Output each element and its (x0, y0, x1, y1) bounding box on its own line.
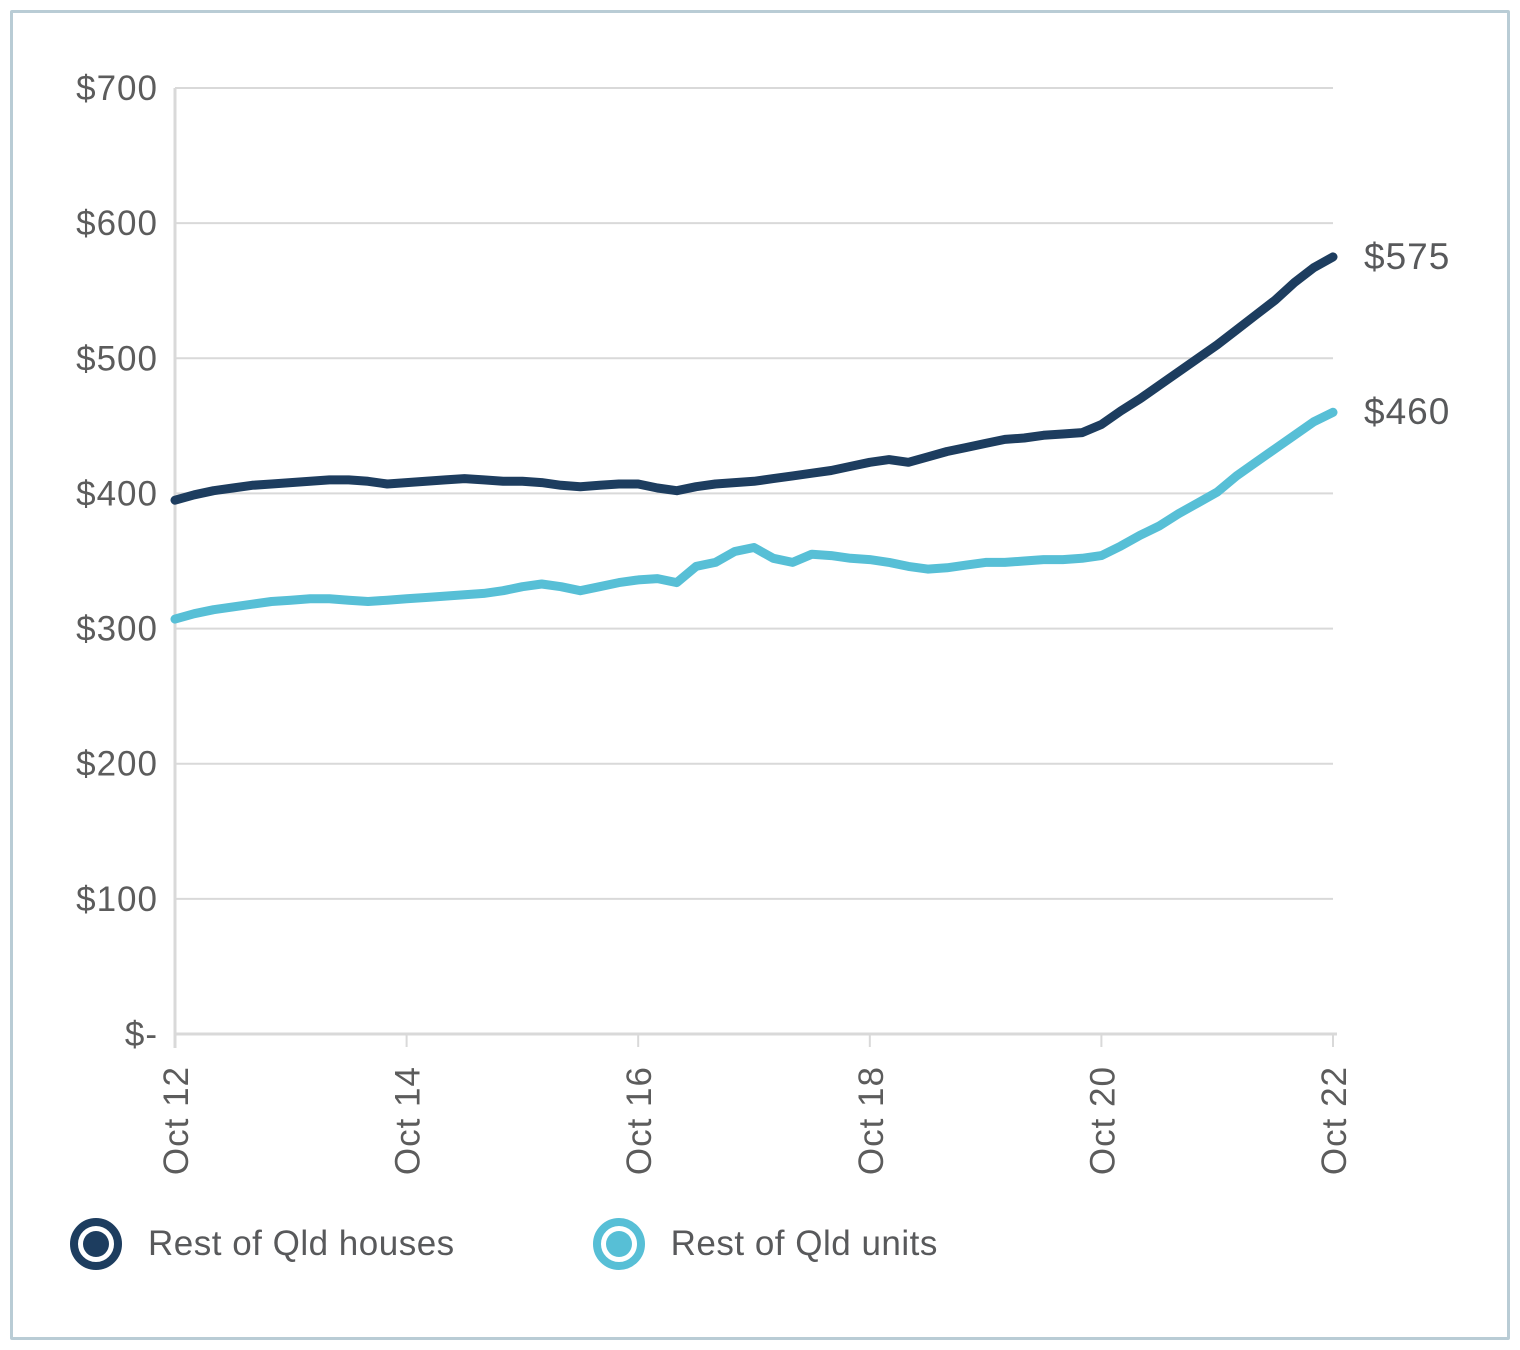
legend-label-units: Rest of Qld units (670, 1224, 938, 1263)
units-series-icon (592, 1218, 645, 1270)
houses-series-line (170, 252, 1338, 505)
y-tick-label: $200 (76, 745, 158, 784)
x-tick-label: Oct 20 (1083, 1066, 1122, 1175)
y-tick-label: $500 (76, 339, 158, 378)
x-tick-label: Oct 18 (852, 1066, 891, 1175)
legend-item-units: Rest of Qld units (592, 1218, 938, 1270)
x-tick-label: Oct 22 (1315, 1066, 1354, 1175)
y-tick-label: $300 (76, 610, 158, 649)
y-tick-label: $700 (76, 69, 158, 108)
legend: Rest of Qld houses Rest of Qld units (70, 1218, 938, 1270)
y-tick-label: $- (125, 1015, 158, 1054)
y-tick-label: $400 (76, 474, 158, 513)
x-tick-label: Oct 16 (620, 1066, 659, 1175)
legend-label-houses: Rest of Qld houses (148, 1224, 455, 1263)
y-tick-label: $600 (76, 204, 158, 243)
x-tick-label: Oct 12 (157, 1066, 196, 1175)
y-tick-label: $100 (76, 880, 158, 919)
houses-end-value-label: $575 (1364, 235, 1451, 277)
houses-series-icon (70, 1218, 122, 1270)
x-tick-label: Oct 14 (389, 1066, 428, 1175)
units-series-line (170, 407, 1338, 624)
legend-item-houses: Rest of Qld houses (70, 1218, 455, 1270)
units-end-value-label: $460 (1364, 391, 1451, 433)
